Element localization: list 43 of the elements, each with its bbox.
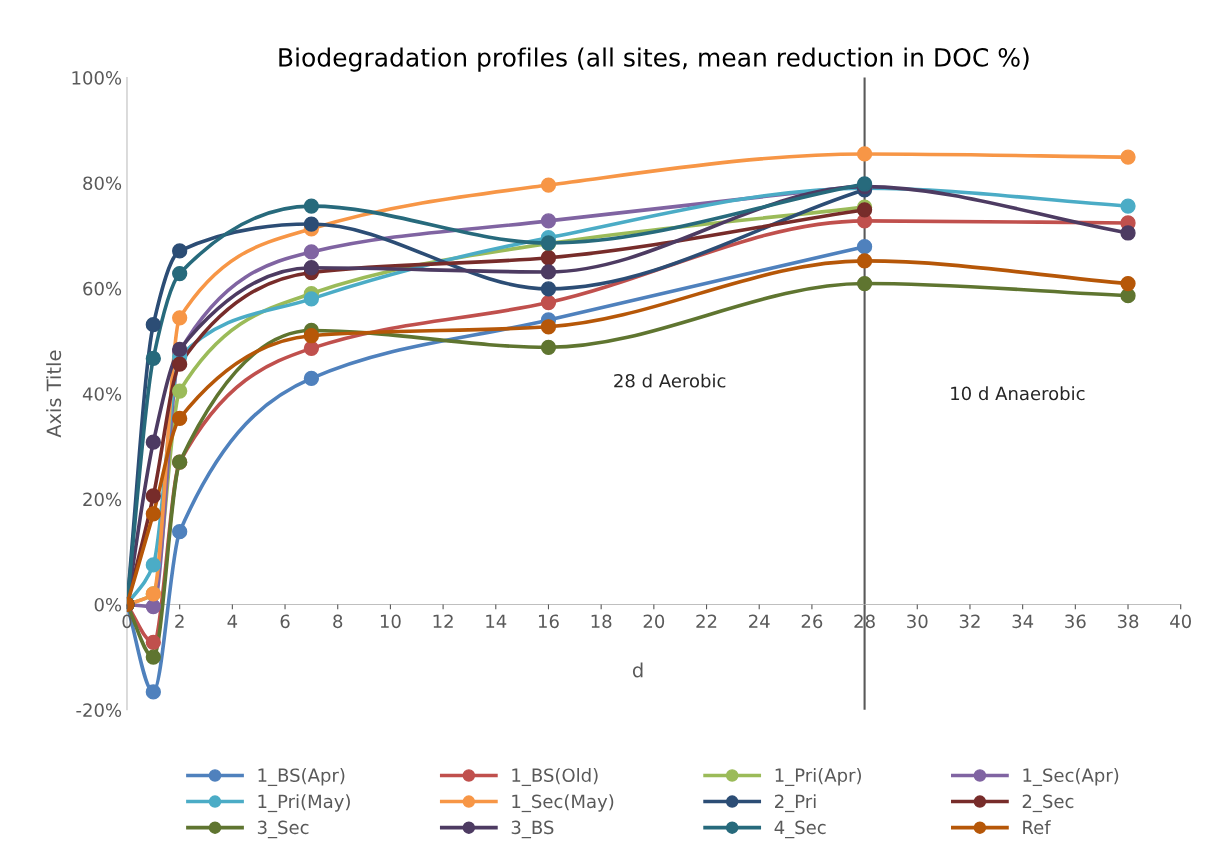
x-tick-label: 38 bbox=[1117, 614, 1139, 629]
x-tick-label: 26 bbox=[801, 614, 823, 629]
legend-label: 1_Pri(Apr) bbox=[775, 768, 861, 787]
legend-label: 1_BS(Old) bbox=[512, 768, 598, 787]
chart-title: Biodegradation profiles (all sites, mean reduction in DOC %) bbox=[279, 47, 1029, 72]
y-tick-label: -20% bbox=[76, 703, 122, 717]
x-tick-label: 6 bbox=[280, 614, 290, 629]
x-tick-label: 36 bbox=[1065, 614, 1086, 629]
x-tick-label: 30 bbox=[907, 614, 928, 629]
y-axis-title: Axis Title bbox=[46, 350, 62, 438]
x-tick-label: 40 bbox=[1170, 614, 1191, 629]
x-tick-label: 10 bbox=[380, 614, 401, 629]
legend-label: 2_Sec bbox=[1022, 794, 1074, 813]
annotation: 10 d Anaerobic bbox=[951, 386, 1085, 401]
legend-label: 1_Sec(Apr) bbox=[1023, 768, 1119, 787]
legend-label: 3_BS bbox=[511, 820, 554, 839]
y-tick-label: 60% bbox=[83, 281, 122, 296]
x-axis-title: d bbox=[632, 662, 643, 678]
y-tick-label: 0% bbox=[94, 597, 122, 612]
legend-label: 2_Pri bbox=[775, 794, 816, 813]
x-tick-label: 18 bbox=[591, 614, 612, 629]
x-tick-label: 8 bbox=[333, 614, 343, 629]
x-tick-label: 24 bbox=[749, 614, 770, 628]
legend-label: Ref bbox=[1023, 820, 1051, 835]
legend-label: 1_Sec(May) bbox=[512, 794, 614, 813]
legend-label: 1_BS(Apr) bbox=[258, 768, 345, 787]
legend-label: 1_Pri(May) bbox=[258, 794, 350, 813]
x-tick-label: 20 bbox=[643, 614, 665, 629]
y-tick-label: 20% bbox=[83, 492, 122, 507]
annotation: 28 d Aerobic bbox=[614, 373, 726, 388]
x-tick-label: 12 bbox=[433, 614, 453, 628]
y-tick-label: 100% bbox=[72, 71, 122, 85]
x-tick-label: 34 bbox=[1012, 614, 1034, 629]
x-tick-label: 2 bbox=[175, 614, 184, 628]
legend-label: 4_Sec bbox=[774, 820, 826, 839]
x-tick-label: 4 bbox=[227, 614, 238, 628]
y-tick-label: 40% bbox=[82, 387, 122, 401]
x-tick-label: 32 bbox=[959, 614, 980, 629]
y-tick-label: 80% bbox=[83, 176, 122, 191]
legend-label: 3_Sec bbox=[257, 820, 309, 839]
x-tick-label: 14 bbox=[486, 614, 507, 628]
x-tick-label: 16 bbox=[538, 614, 559, 629]
x-tick-label: 22 bbox=[696, 614, 717, 628]
